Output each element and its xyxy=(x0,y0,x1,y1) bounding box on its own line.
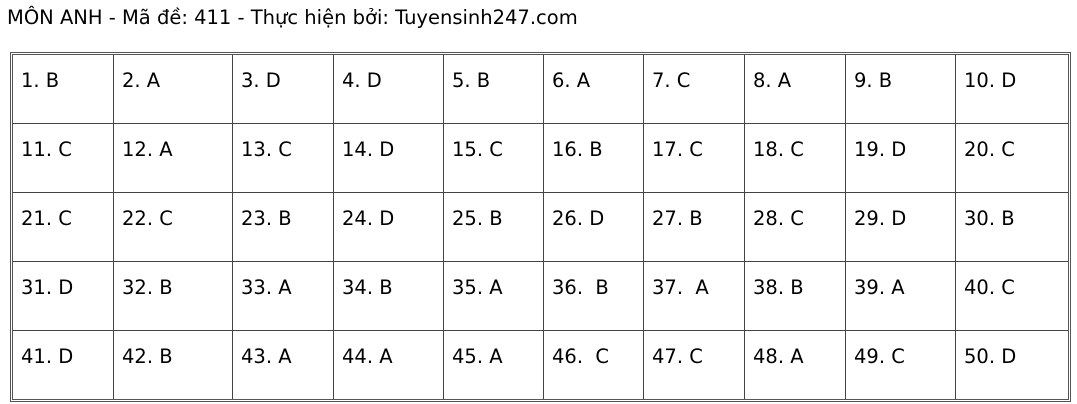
answer-cell: 39. A xyxy=(846,262,956,331)
table-row: 11. C 12. A 13. C 14. D 15. C 16. B 17. C 18. C… xyxy=(13,124,1068,193)
answer-cell: 30. B xyxy=(956,193,1068,262)
table-row: 1. B 2. A 3. D 4. D 5. B 6. A 7. C 8. A 9. B 10. … xyxy=(13,55,1068,124)
answer-cell: 3. D xyxy=(233,55,334,124)
answer-cell: 45. A xyxy=(444,331,544,399)
answer-key-table: 1. B 2. A 3. D 4. D 5. B 6. A 7. C 8. A 9. B 10. … xyxy=(10,52,1071,402)
answer-cell: 25. B xyxy=(444,193,544,262)
table-row: 21. C 22. C 23. B 24. D 25. B 26. D 27. B 28. C… xyxy=(13,193,1068,262)
answer-cell: 2. A xyxy=(114,55,233,124)
answer-cell: 5. B xyxy=(444,55,544,124)
answer-cell: 48. A xyxy=(745,331,846,399)
answer-cell: 43. A xyxy=(233,331,334,399)
answer-cell: 18. C xyxy=(745,124,846,193)
answer-cell: 12. A xyxy=(114,124,233,193)
answer-cell: 16. B xyxy=(544,124,644,193)
answer-cell: 6. A xyxy=(544,55,644,124)
answer-cell: 42. B xyxy=(114,331,233,399)
answer-cell: 9. B xyxy=(846,55,956,124)
table-row: 31. D 32. B 33. A 34. B 35. A 36. B 37. A 38. B… xyxy=(13,262,1068,331)
answer-cell: 13. C xyxy=(233,124,334,193)
answer-cell: 14. D xyxy=(334,124,444,193)
answer-cell: 40. C xyxy=(956,262,1068,331)
answer-cell: 37. A xyxy=(644,262,745,331)
answer-cell: 1. B xyxy=(13,55,114,124)
answer-cell: 15. C xyxy=(444,124,544,193)
answer-cell: 11. C xyxy=(13,124,114,193)
answer-cell: 27. B xyxy=(644,193,745,262)
answer-cell: 26. D xyxy=(544,193,644,262)
answer-cell: 44. A xyxy=(334,331,444,399)
answer-cell: 7. C xyxy=(644,55,745,124)
answer-cell: 34. B xyxy=(334,262,444,331)
answer-cell: 19. D xyxy=(846,124,956,193)
answer-cell: 24. D xyxy=(334,193,444,262)
answer-cell: 33. A xyxy=(233,262,334,331)
page-title: MÔN ANH - Mã đề: 411 - Thực hiện bởi: Tu… xyxy=(7,6,578,29)
answer-cell: 10. D xyxy=(956,55,1068,124)
answer-cell: 41. D xyxy=(13,331,114,399)
answer-cell: 35. A xyxy=(444,262,544,331)
answer-cell: 4. D xyxy=(334,55,444,124)
answer-cell: 47. C xyxy=(644,331,745,399)
answer-cell: 21. C xyxy=(13,193,114,262)
answer-cell: 50. D xyxy=(964,345,1017,368)
answer-cell: 31. D xyxy=(13,262,114,331)
table-row: 41. D 42. B 43. A 44. A 45. A 46. C 47. C 48. A… xyxy=(13,331,1068,399)
answer-cell: 28. C xyxy=(745,193,846,262)
answer-cell: 38. B xyxy=(745,262,846,331)
answer-cell: 17. C xyxy=(644,124,745,193)
answer-cell: 46. C xyxy=(544,331,644,399)
answer-cell: 36. B xyxy=(544,262,644,331)
answer-cell: 8. A xyxy=(745,55,846,124)
answer-cell: 32. B xyxy=(114,262,233,331)
answer-cell: 23. B xyxy=(233,193,334,262)
answer-cell: 29. D xyxy=(846,193,956,262)
answer-cell: 22. C xyxy=(114,193,233,262)
answer-cell: 49. C xyxy=(846,331,956,399)
answer-cell: 20. C xyxy=(956,124,1068,193)
